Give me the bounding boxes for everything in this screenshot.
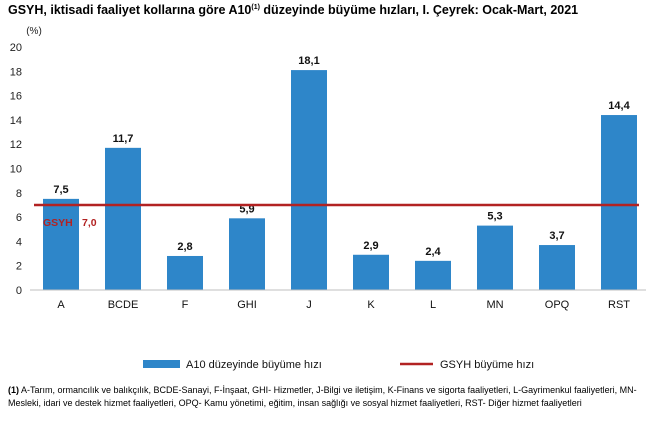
y-tick-label: 16 xyxy=(10,91,22,103)
x-tick-label: A xyxy=(57,299,65,311)
reference-line-label: GSYH xyxy=(43,217,73,229)
bar xyxy=(291,70,327,291)
y-tick-label: 8 xyxy=(16,188,22,200)
legend-swatch-bars xyxy=(143,360,180,368)
bar-value-label: 14,4 xyxy=(608,100,630,112)
bar xyxy=(415,260,451,290)
x-tick-label: OPQ xyxy=(545,299,570,311)
y-tick-label: 18 xyxy=(10,66,22,78)
y-axis-unit-label: (%) xyxy=(26,26,42,37)
title-text: GSYH, iktisadi faaliyet kollarına göre A… xyxy=(8,3,252,17)
y-tick-label: 14 xyxy=(10,115,22,127)
bar xyxy=(105,147,141,290)
bar xyxy=(229,218,265,290)
footnote: (1) A-Tarım, ormancılık ve balıkçılık, B… xyxy=(8,384,644,410)
bar-value-label: 18,1 xyxy=(298,55,319,67)
x-tick-label: RST xyxy=(608,299,630,311)
bar xyxy=(353,254,389,290)
bar-value-label: 2,4 xyxy=(425,246,441,258)
bar xyxy=(167,255,203,290)
bar-value-label: 3,7 xyxy=(549,230,564,242)
y-tick-label: 10 xyxy=(10,164,22,176)
bar-value-label: 5,3 xyxy=(487,211,502,223)
x-tick-label: L xyxy=(430,299,436,311)
x-tick-label: GHI xyxy=(237,299,257,311)
y-tick-label: 4 xyxy=(16,236,22,248)
chart-title: GSYH, iktisadi faaliyet kollarına göre A… xyxy=(8,3,578,17)
bar-value-label: 2,9 xyxy=(363,240,378,252)
x-tick-label: BCDE xyxy=(108,299,139,311)
title-footnote-marker: (1) xyxy=(251,3,260,11)
x-tick-label: K xyxy=(367,299,375,311)
footnote-text: A-Tarım, ormancılık ve balıkçılık, BCDE-… xyxy=(8,385,637,408)
y-tick-label: 20 xyxy=(10,42,22,54)
reference-line-value: 7,0 xyxy=(82,217,97,229)
bar xyxy=(477,225,513,290)
bar xyxy=(43,198,79,290)
title-text-rest: düzeyinde büyüme hızları, I. Çeyrek: Oca… xyxy=(259,3,579,17)
x-tick-label: J xyxy=(306,299,312,311)
y-tick-label: 6 xyxy=(16,212,22,224)
x-tick-label: MN xyxy=(486,299,503,311)
legend-label-line: GSYH büyüme hızı xyxy=(440,359,534,371)
y-tick-label: 0 xyxy=(16,285,22,297)
y-tick-label: 2 xyxy=(16,261,22,273)
bar-value-label: 5,9 xyxy=(239,203,254,215)
bar-value-label: 7,5 xyxy=(53,184,68,196)
legend-label-bars: A10 düzeyinde büyüme hızı xyxy=(186,359,322,371)
bar xyxy=(601,115,637,290)
bar-value-label: 11,7 xyxy=(113,133,134,145)
x-tick-label: F xyxy=(182,299,189,311)
footnote-marker: (1) xyxy=(8,385,19,395)
bar-chart: 0 2 4 6 8 10 12 14 16 18 20 (%) 7,5 A 11,7 BCDE 2,8 F 5,9 G… xyxy=(10,26,646,371)
y-tick-label: 12 xyxy=(10,139,22,151)
bar xyxy=(539,245,575,290)
bar-value-label: 2,8 xyxy=(177,241,192,253)
